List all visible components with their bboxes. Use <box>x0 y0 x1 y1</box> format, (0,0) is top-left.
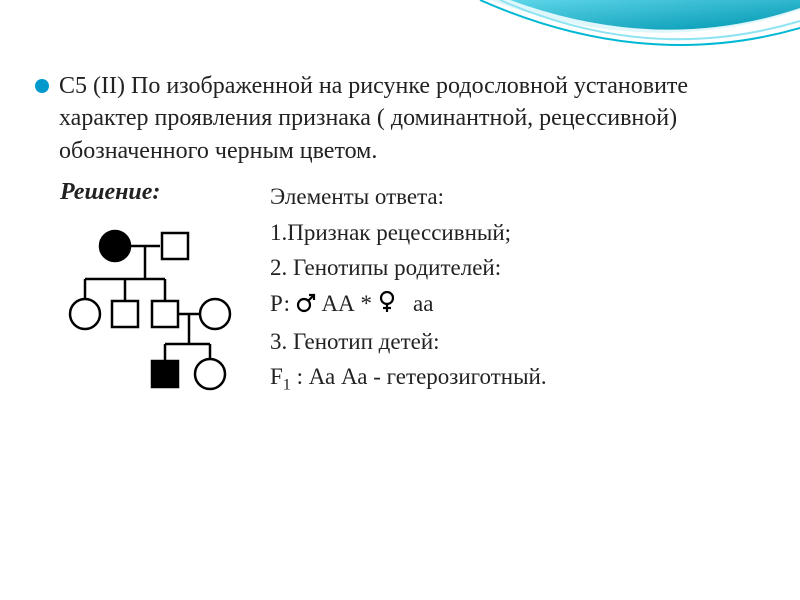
slide: С5 (II) По изображенной на рисунке родос… <box>0 0 800 600</box>
answer-line-5: F1 : Аа Аа - гетерозиготный. <box>270 359 760 399</box>
right-column: Элементы ответа: 1.Признак рецессивный; … <box>270 179 760 404</box>
answers-header: Элементы ответа: <box>270 179 760 215</box>
male-symbol-icon <box>296 288 316 324</box>
task-prefix: С5 (II) <box>59 73 131 99</box>
pedigree-gen3-g2 <box>195 359 225 389</box>
answer-line-3: Р: АА * аа <box>270 286 760 324</box>
solution-row: Решение: <box>60 179 760 404</box>
answer-line-1: 1.Признак рецессивный; <box>270 215 760 251</box>
cross-symbol: * <box>361 291 373 316</box>
content-area: С5 (II) По изображенной на рисунке родос… <box>35 70 760 404</box>
female-symbol-icon <box>378 288 396 324</box>
pedigree-gen1-mother <box>100 231 130 261</box>
task-text: С5 (II) По изображенной на рисунке родос… <box>59 70 760 167</box>
f-rest: : Аа Аа - гетерозиготный. <box>291 364 547 389</box>
pedigree-gen2-spouse <box>200 299 230 329</box>
solution-label: Решение: <box>60 179 270 206</box>
task-row: С5 (II) По изображенной на рисунке родос… <box>35 70 760 167</box>
pedigree-gen1-father <box>162 233 188 259</box>
p-label: Р: <box>270 291 290 316</box>
female-genotype: аа <box>413 291 433 316</box>
task-body: По изображенной на рисунке родословной у… <box>59 73 688 164</box>
left-column: Решение: <box>60 179 270 404</box>
answer-line-4: 3. Генотип детей: <box>270 324 760 360</box>
answer-line-2: 2. Генотипы родителей: <box>270 250 760 286</box>
pedigree-gen3-g1 <box>152 361 178 387</box>
f-subscript: 1 <box>283 377 291 394</box>
bullet-icon <box>35 79 49 93</box>
male-genotype: АА <box>322 291 355 316</box>
pedigree-gen2-c3 <box>152 301 178 327</box>
pedigree-chart <box>60 224 270 404</box>
f-label: F <box>270 364 283 389</box>
pedigree-gen2-c2 <box>112 301 138 327</box>
pedigree-gen2-c1 <box>70 299 100 329</box>
